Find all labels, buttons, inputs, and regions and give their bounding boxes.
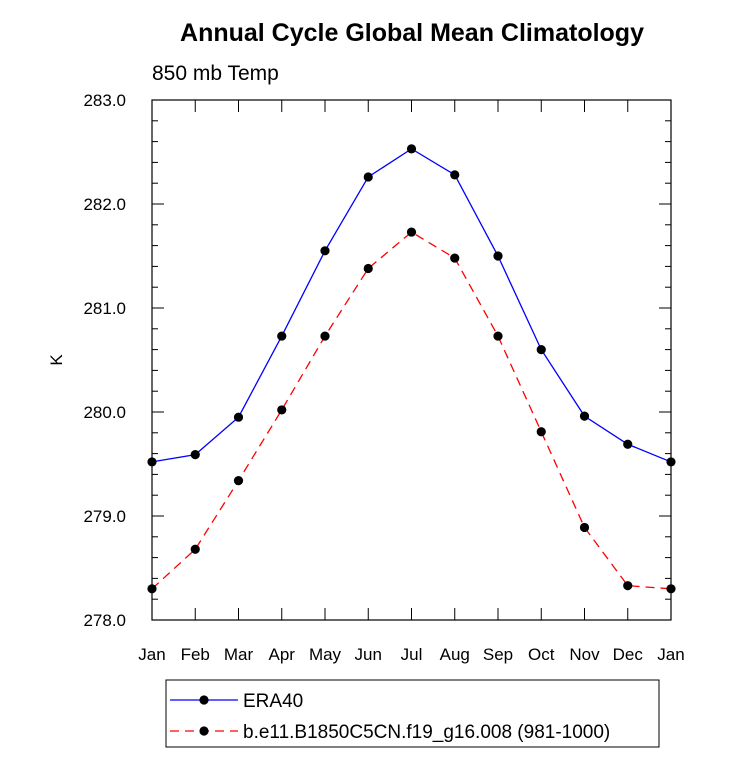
series-point-1 [147, 457, 157, 467]
plot-frame [151, 99, 672, 621]
chart-title: Annual Cycle Global Mean Climatology [180, 19, 644, 47]
x-tick-label: Nov [569, 645, 600, 664]
x-tick-label: Jun [355, 645, 382, 664]
series-point-1 [233, 412, 244, 422]
series-line-2 [151, 231, 672, 590]
series-point-1 [190, 450, 200, 460]
series-point-1 [579, 411, 590, 421]
x-tick-label: Oct [528, 645, 555, 664]
series-point-1 [493, 251, 503, 261]
series-point-2 [666, 584, 676, 594]
series-point-2 [450, 253, 460, 263]
series-point-2 [190, 544, 200, 554]
legend-label-1: ERA40 [243, 691, 303, 712]
x-tick-label: Jan [138, 645, 165, 664]
series-point-1 [666, 457, 676, 467]
x-tick-label: May [309, 645, 342, 664]
y-tick-label: 283.0 [83, 91, 126, 110]
legend-marker-1 [199, 695, 209, 705]
chart-subtitle: 850 mb Temp [152, 62, 279, 85]
y-tick-label: 278.0 [83, 611, 126, 630]
series-point-2 [623, 581, 633, 591]
series-point-1 [623, 439, 633, 449]
series-point-1 [277, 331, 287, 341]
y-tick-label: 282.0 [83, 195, 126, 214]
series-point-2 [363, 263, 373, 274]
legend-marker-2 [199, 726, 209, 736]
legend-label-2: b.e11.B1850C5CN.f19_g16.008 (981-1000) [243, 722, 610, 743]
y-tick-label: 281.0 [83, 299, 126, 318]
series-point-1 [406, 144, 417, 154]
series-point-2 [493, 331, 503, 341]
x-tick-label: Mar [224, 645, 254, 664]
series-point-2 [277, 405, 287, 415]
series-layer [147, 144, 676, 594]
y-axis-label: K [47, 354, 66, 366]
y-tick-label: 280.0 [83, 403, 126, 422]
x-tick-label: Sep [483, 645, 513, 664]
x-tick-label: Apr [269, 645, 296, 664]
series-point-1 [320, 246, 330, 256]
x-tick-label: Feb [181, 645, 210, 664]
series-point-1 [536, 345, 546, 355]
legend-box [165, 679, 660, 748]
x-tick-label: Dec [613, 645, 644, 664]
x-tick-label: Aug [440, 645, 470, 664]
y-tick-label: 279.0 [83, 507, 126, 526]
series-point-2 [536, 427, 546, 437]
axis-ticks: Jan Feb Mar Apr May Jun Jul Aug Sep Oct Nov Dec Jan 2… [83, 91, 684, 664]
series-point-2 [147, 584, 157, 594]
series-point-2 [579, 522, 590, 533]
series-point-1 [450, 170, 460, 180]
series-point-2 [233, 476, 244, 486]
series-point-2 [320, 331, 330, 341]
x-tick-label: Jan [657, 645, 684, 664]
series-line-1 [151, 148, 672, 463]
legend: ERA40 b.e11.B1850C5CN.f19_g16.008 (981-10… [165, 679, 660, 748]
x-tick-label: Jul [401, 645, 423, 664]
series-point-1 [363, 172, 373, 182]
series-point-2 [406, 227, 417, 237]
